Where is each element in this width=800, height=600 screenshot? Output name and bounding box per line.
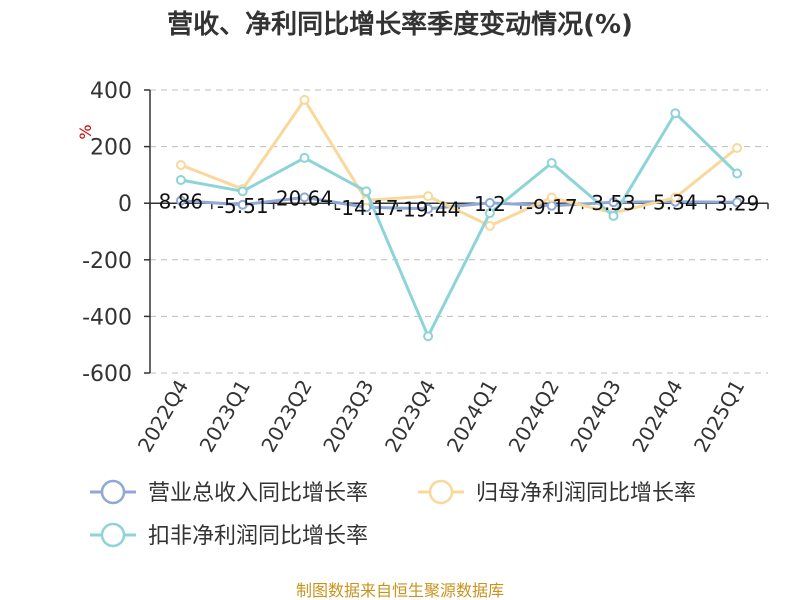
data-label: 3.53 (591, 191, 636, 215)
x-tick-label: 2024Q1 (442, 376, 502, 457)
series-point-2 (361, 186, 372, 197)
x-tick-label: 2023Q1 (195, 376, 255, 457)
series-point-2 (423, 331, 434, 342)
x-tick-label: 2025Q1 (689, 376, 749, 457)
data-label: -19.44 (396, 198, 460, 222)
y-tick-label: 0 (118, 192, 132, 217)
data-label: 20.64 (276, 186, 333, 210)
y-tick-label: -600 (82, 362, 132, 387)
series-point-2 (670, 108, 681, 119)
series-point-1 (546, 192, 557, 203)
series-lines (175, 94, 743, 342)
series-point-2 (484, 208, 495, 219)
legend-label: 营业总收入同比增长率 (148, 481, 368, 506)
series-point-0 (608, 197, 619, 208)
y-tick-label: -400 (82, 305, 132, 330)
series-point-2 (732, 168, 743, 179)
series-point-0 (299, 192, 310, 203)
x-tick-label: 2023Q4 (380, 375, 440, 456)
x-tick-label: 2023Q2 (256, 376, 316, 457)
axes (144, 89, 769, 374)
data-label: -5.51 (217, 194, 269, 218)
legend-marker (100, 479, 126, 505)
x-tick-label: 2024Q3 (565, 376, 625, 457)
data-label: 5.34 (653, 191, 698, 215)
data-label: 3.29 (715, 191, 760, 215)
series-point-1 (670, 192, 681, 203)
series-point-0 (237, 199, 248, 210)
series-point-1 (484, 220, 495, 231)
legend-label: 归母净利润同比增长率 (476, 481, 696, 506)
series-point-1 (423, 191, 434, 202)
y-axis-unit: % (76, 124, 95, 139)
source-note: 制图数据来自恒生聚源数据库 (296, 581, 504, 600)
series-point-1 (732, 143, 743, 154)
data-label: -14.17 (334, 196, 398, 220)
data-label: 1.2 (474, 192, 506, 216)
data-label: 8.86 (159, 190, 204, 214)
series-point-0 (484, 197, 495, 208)
legend-label: 扣非净利润同比增长率 (148, 524, 368, 549)
gridlines (150, 89, 768, 374)
x-tick-label: 2024Q2 (504, 376, 564, 457)
y-tick-label: 200 (90, 136, 132, 161)
data-labels: 8.86 -5.51 20.64 -14.17-19.44 1.2 -9.17 3.53 5.… (159, 186, 760, 221)
y-tick-label: -200 (82, 249, 132, 274)
series-point-2 (608, 210, 619, 221)
data-label: -9.17 (526, 195, 578, 219)
series-point-2 (175, 174, 186, 185)
series-point-1 (175, 159, 186, 170)
series-line-1 (180, 98, 739, 228)
series-point-2 (237, 186, 248, 197)
series-point-2 (546, 158, 557, 169)
series-point-0 (732, 197, 743, 208)
series-line-2 (180, 111, 739, 338)
series-line-0 (180, 195, 738, 211)
x-tick-label: 2022Q4 (133, 376, 193, 457)
series-point-1 (299, 94, 310, 105)
legend-marker (100, 522, 126, 548)
series-point-0 (175, 195, 186, 206)
x-tick-label: 2023Q3 (318, 376, 378, 457)
y-tick-labels: 400 200 0 -200 -400 -600 (82, 79, 132, 387)
series-point-2 (299, 152, 310, 163)
chart-title: 营收、净利同比增长率季度变动情况(%) (167, 9, 633, 40)
y-tick-label: 400 (90, 79, 132, 104)
series-point-0 (423, 203, 434, 214)
x-tick-label: 2024Q4 (627, 376, 687, 457)
x-tick-labels: 2022Q4 2023Q1 2023Q2 2023Q3 2023Q4 2024Q1 2024… (133, 375, 750, 456)
legend-marker (428, 479, 454, 505)
